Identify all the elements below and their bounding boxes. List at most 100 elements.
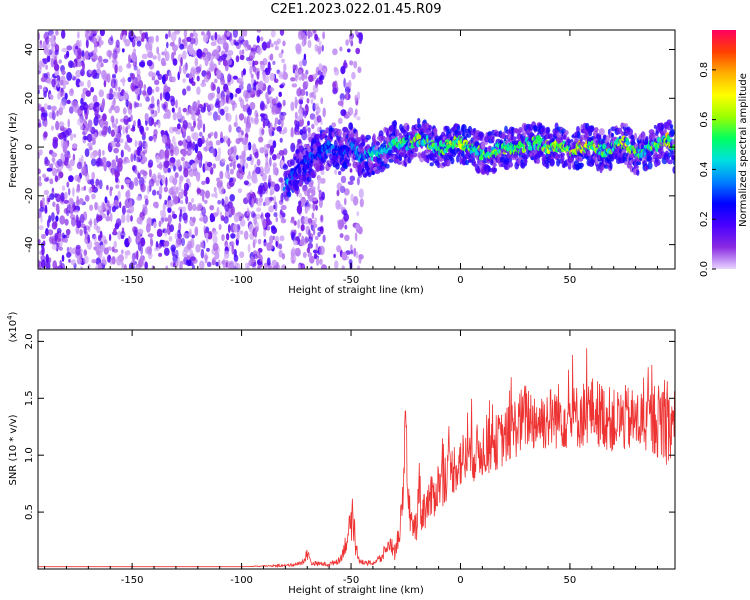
spectrogram-noise-blob [172,44,178,52]
spectrogram-noise-blob [170,31,177,42]
spectrogram-noise-blob [246,207,250,217]
spectrogram-noise-blob [83,225,87,235]
spectrogram-noise-blob [173,184,177,194]
spectrogram-noise-blob [298,232,302,237]
spectrogram-noise-blob [95,160,100,167]
spectrogram-noise-blob [122,125,125,135]
spectrogram-ridge-halo [284,196,290,202]
spectrogram-ridge-halo [428,124,433,131]
spectrogram-noise-blob [161,174,166,185]
spectrogram-noise-blob [64,218,69,226]
spectrogram-noise-blob [242,68,246,76]
spectrogram-noise-blob [198,113,202,121]
spectrogram-noise-blob [175,260,179,268]
spectrogram-noise-blob [123,264,127,269]
spectrogram-ridge-halo [598,128,605,136]
spectrogram-noise-blob [97,184,100,190]
spectrogram-ridge-halo [458,130,462,136]
spectrogram-noise-blob [155,86,160,93]
spectrogram-ridge-halo [488,145,492,150]
spectrogram-noise-blob [105,215,111,222]
spectrogram-noise-blob [106,73,111,83]
spectrogram-noise-blob [243,40,249,48]
spectrogram-noise-blob [68,153,71,159]
spectrogram-noise-blob [177,257,180,262]
spectrogram-noise-blob [83,185,87,191]
spectrogram-noise-blob [264,164,271,174]
spectrogram-ridge-halo [384,163,390,169]
spectrogram-ridge-halo [456,154,460,163]
spectrogram-noise-blob [269,235,274,245]
spectrogram-noise-blob [54,49,59,56]
spectrogram-ridge-halo [445,159,451,167]
spectrogram-noise-blob [223,216,229,224]
spectrogram-panel: -150 -100 -50 0 50 -40 -20 0 20 40 Height of str… [8,29,676,296]
spectrogram-noise-blob [92,94,98,104]
spectrogram-noise-blob [212,148,216,157]
spectrogram-noise-blob [212,230,218,236]
spectrogram-noise-blob [183,216,188,224]
spectrogram-noise-blob [292,232,296,242]
spectrogram-noise-blob [269,190,273,196]
spectrogram-noise-blob [139,88,142,96]
spectrogram-noise-blob [297,138,302,144]
spectrogram-noise-blob [258,136,264,143]
spectrogram-noise-blob [68,258,71,263]
spectrogram-noise-blob [276,125,283,132]
spectrogram-noise-blob [153,121,157,127]
spectrogram-noise-blob [290,127,294,137]
spectrogram-noise-blob [203,103,206,112]
spectrogram-noise-blob [251,198,254,205]
spectrogram-noise-blob [101,213,107,219]
spectrogram-noise-blob [77,61,83,67]
spectrogram-noise-blob [189,256,196,261]
spectrogram-noise-blob [124,141,128,149]
spectrogram-noise-blob [300,224,305,232]
spectrogram-noise-blob [80,97,84,106]
spectrogram-noise-blob [334,169,338,175]
spectrogram-noise-blob [255,197,258,205]
spectrogram-noise-blob [68,188,71,196]
spectrogram-noise-blob [165,33,169,40]
spectrogram-noise-blob [300,31,306,39]
spectrogram-noise-blob [157,52,161,62]
spectrogram-noise-blob [188,168,195,177]
spectrogram-noise-blob [276,261,279,268]
spectrogram-ridge-halo [294,185,300,192]
spectrogram-ridge-halo [560,156,565,161]
spectrogram-noise-blob [274,201,278,212]
spectrogram-noise-blob [249,51,256,60]
spectrogram-noise-blob [219,211,223,218]
spectrogram-noise-blob [358,254,362,264]
spectrogram-noise-blob [191,141,196,151]
snr-frame [37,329,676,570]
spectrogram-noise-blob [76,220,82,229]
spectrogram-noise-blob [81,166,87,176]
spectrogram-noise-blob [302,57,307,67]
spectrogram-noise-blob [51,243,58,251]
spectrogram-noise-blob [311,212,315,220]
spectrogram-noise-blob [182,50,187,60]
spectrogram-noise-blob [239,230,244,235]
spectrogram-noise-blob [123,93,129,101]
spectrogram-noise-blob [223,106,229,113]
spectrogram-noise-blob [88,146,93,151]
spectrogram-noise-blob [298,108,303,115]
spectrogram-noise-blob [322,107,326,118]
spectrogram-ridge-halo [319,164,325,171]
spectrogram-noise-blob [45,64,48,70]
spectrogram-noise-blob [147,185,150,195]
spectrogram-noise-blob [65,228,71,236]
spectrogram-noise-blob [204,146,208,153]
spectrogram-noise-blob [172,126,179,132]
spectrogram-noise-blob [42,197,45,203]
spectrogram-noise-blob [93,235,97,242]
spectrogram-noise-blob [225,233,229,241]
spectrogram-noise-blob [182,107,187,113]
spectrogram-noise-blob [97,55,103,63]
spectrogram-noise-blob [320,97,324,105]
spectrogram-ridge-halo [587,150,591,157]
spectrogram-noise-blob [69,199,74,205]
spectrogram-noise-blob [199,260,205,269]
